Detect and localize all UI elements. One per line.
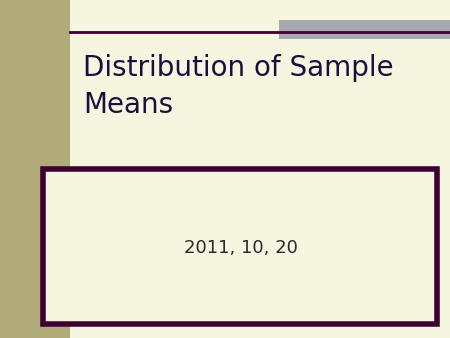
Text: 2011, 10, 20: 2011, 10, 20 (184, 239, 298, 258)
Bar (43, 169, 436, 324)
Text: Distribution of Sample
Means: Distribution of Sample Means (83, 54, 394, 119)
Bar (279, 20, 450, 39)
Bar (0, 0, 70, 338)
